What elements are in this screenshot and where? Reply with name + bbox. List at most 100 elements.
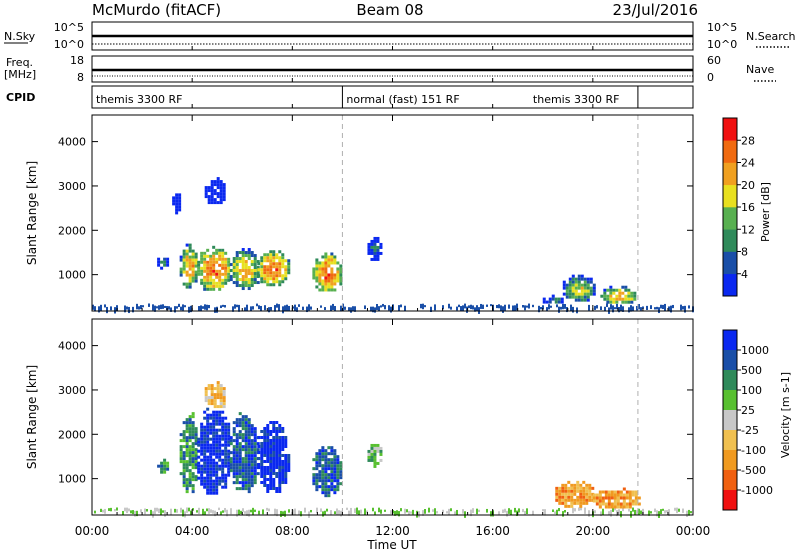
ground-scatter-mark [190, 510, 192, 515]
ground-scatter-mark [442, 509, 444, 513]
velocity-panel: 1000 2000 3000 4000 Slant Range [km] [25, 318, 694, 518]
ground-scatter-mark [464, 303, 466, 309]
ground-scatter-mark [114, 307, 116, 314]
colorbar-tick-label: 28 [741, 134, 755, 147]
y-tick-label: 1000 [58, 473, 86, 486]
ground-scatter-mark [448, 508, 450, 516]
ground-scatter-mark [378, 306, 380, 311]
colorbar-tick-label: -25 [741, 424, 759, 437]
ground-scatter-mark [116, 507, 118, 511]
ground-scatter-mark [498, 304, 500, 309]
ground-scatter-mark [594, 510, 596, 514]
ground-scatter-mark [542, 305, 544, 310]
ground-scatter-mark [456, 306, 458, 311]
ground-scatter-mark [244, 511, 246, 514]
date-label: 23/Jul/2016 [613, 1, 698, 19]
ground-scatter-mark [622, 507, 624, 512]
ground-scatter-mark [208, 508, 210, 514]
ground-scatter-mark [382, 303, 384, 307]
ground-scatter-mark [462, 509, 464, 514]
ground-scatter-mark [188, 507, 190, 512]
ground-scatter-mark [332, 303, 334, 310]
ground-scatter-mark [572, 507, 574, 514]
ground-scatter-mark [682, 306, 684, 310]
ground-scatter-mark [504, 304, 506, 311]
ground-scatter-mark [602, 508, 604, 515]
ground-scatter-mark [436, 511, 438, 514]
ground-scatter-mark [576, 307, 578, 314]
ground-scatter-mark [448, 303, 450, 309]
ground-scatter-mark [540, 306, 542, 310]
ground-scatter-mark [456, 509, 458, 516]
ground-scatter-mark [420, 303, 422, 309]
ground-scatter-mark [274, 305, 276, 312]
ground-scatter-mark [346, 507, 348, 510]
ground-scatter-mark [220, 511, 222, 515]
ground-scatter-mark [276, 509, 278, 517]
ground-scatter-mark [398, 305, 400, 312]
colorbar-tick-label: 500 [741, 364, 762, 377]
echo-region [204, 177, 226, 205]
echo-region [562, 274, 596, 302]
cpid-segment-label: normal (fast) 151 RF [346, 93, 459, 106]
cpid-segment-label: themis 3300 RF [533, 93, 620, 106]
x-tick-label: 20:00 [576, 524, 611, 538]
ground-scatter-mark [612, 305, 614, 313]
ground-scatter-mark [516, 510, 518, 517]
ground-scatter-mark [552, 509, 554, 512]
ground-scatter-mark [682, 508, 684, 513]
echo-region [179, 243, 198, 289]
ground-scatter-mark [556, 509, 558, 516]
ground-scatter-mark [378, 507, 380, 513]
ground-scatter-mark [490, 511, 492, 517]
ground-scatter-mark [506, 510, 508, 517]
ground-scatter-mark [630, 510, 632, 518]
ground-scatter-mark [364, 508, 366, 516]
ground-scatter-mark [156, 507, 158, 512]
ground-scatter-mark [660, 509, 662, 515]
ground-scatter-mark [518, 508, 520, 513]
ground-scatter-mark [628, 508, 630, 512]
ground-scatter-mark [686, 510, 688, 517]
x-tick-label: 08:00 [275, 524, 310, 538]
ground-scatter-mark [638, 304, 640, 310]
colorbar-swatch [723, 370, 737, 391]
ground-scatter-mark [152, 304, 154, 311]
ground-scatter-mark [248, 509, 250, 517]
ground-scatter-mark [596, 305, 598, 309]
ground-scatter-mark [458, 304, 460, 308]
ground-scatter-mark [422, 510, 424, 516]
ground-scatter-mark [196, 510, 198, 513]
ground-scatter-mark [104, 508, 106, 514]
echo-region [172, 193, 182, 215]
ground-scatter-mark [258, 305, 260, 310]
ground-scatter-mark [270, 307, 272, 311]
echo-region [367, 443, 383, 468]
echo-region [555, 480, 595, 508]
ground-scatter-mark [558, 508, 560, 512]
echo-region [312, 252, 343, 292]
ground-scatter-mark [642, 306, 644, 309]
ground-scatter-mark [478, 509, 480, 512]
ground-scatter-mark [156, 306, 158, 309]
ground-scatter-mark [206, 508, 208, 512]
y-tick-label: 1000 [58, 269, 86, 282]
ground-scatter-mark [532, 510, 534, 515]
ground-scatter-mark [588, 304, 590, 311]
echo-region [600, 285, 637, 304]
echo-region [197, 407, 231, 495]
colorbar-tick-label: -1000 [741, 484, 773, 497]
ground-scatter-mark [160, 508, 162, 515]
ground-scatter-mark [384, 509, 386, 512]
ground-scatter-mark [238, 304, 240, 312]
ground-scatter-mark [370, 306, 372, 312]
colorbar-tick-label: -500 [741, 464, 766, 477]
ground-scatter-mark [110, 507, 112, 512]
ground-scatter-mark [572, 306, 574, 313]
ground-scatter-mark [424, 509, 426, 514]
ground-scatter-mark [110, 306, 112, 311]
ground-scatter-mark [442, 305, 444, 310]
ground-scatter-mark [632, 507, 634, 512]
ground-scatter-mark [152, 511, 154, 518]
ground-scatter-mark [174, 508, 176, 513]
